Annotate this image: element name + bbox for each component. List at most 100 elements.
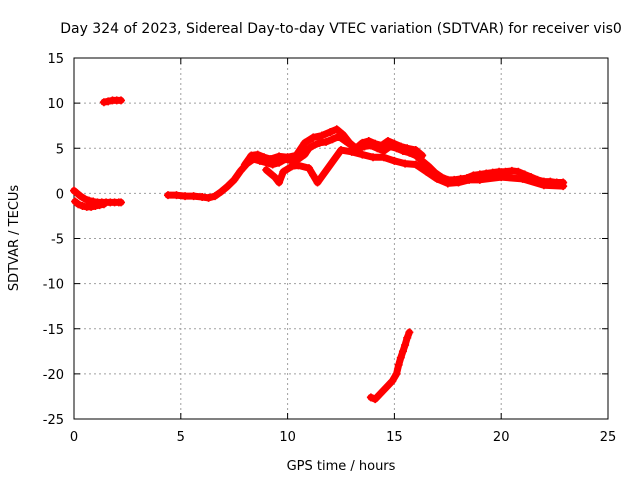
series-segment-low (366, 328, 414, 404)
series-segment-high (99, 96, 125, 107)
series-segment-early-lower (71, 197, 108, 211)
data-point (401, 340, 410, 349)
data-point (230, 175, 239, 184)
data-point (403, 333, 412, 342)
data-point (84, 196, 93, 205)
data-point (236, 166, 245, 175)
y-tick-label: -20 (43, 368, 64, 383)
data-point (99, 200, 108, 209)
data-point (396, 142, 405, 151)
data-point (204, 193, 213, 202)
data-point (172, 191, 181, 200)
data-point (394, 360, 403, 369)
y-tick-label: 15 (47, 52, 64, 67)
data-point (411, 146, 420, 155)
y-tick-label: -5 (51, 233, 64, 248)
data-point (304, 164, 313, 173)
y-tick-label: -10 (43, 278, 64, 293)
data-point (347, 147, 356, 156)
data-point (328, 135, 337, 144)
x-tick-label: 25 (600, 430, 617, 445)
x-tick-label: 5 (177, 430, 185, 445)
axis-ticks: 0 5 10 15 20 25 -25 -20 -15 -10 -5 0 5 10 15 (43, 52, 617, 445)
data-point (270, 173, 279, 182)
x-axis-label: GPS time / hours (287, 459, 396, 474)
data-point (418, 151, 427, 160)
y-tick-label: -15 (43, 323, 64, 338)
data-point (223, 182, 232, 191)
data-point (390, 156, 399, 165)
data-point (332, 125, 341, 134)
data-point (326, 128, 335, 137)
data-point (322, 137, 331, 146)
data-point (514, 167, 523, 176)
data-point (375, 390, 384, 399)
data-point (401, 159, 410, 168)
data-point (304, 144, 313, 153)
data-point (559, 182, 568, 191)
data-point (181, 192, 190, 201)
data-point (383, 381, 392, 390)
data-point (371, 395, 380, 404)
data-point (454, 178, 463, 187)
data-point (198, 192, 207, 201)
y-tick-label: -25 (43, 413, 64, 428)
data-point (210, 192, 219, 201)
data-point (313, 178, 322, 187)
data-point (163, 191, 172, 200)
data-point (358, 138, 367, 147)
data-point (104, 97, 113, 106)
data-point (411, 160, 420, 169)
data-point (405, 328, 414, 337)
data-point (275, 152, 284, 161)
data-point (287, 162, 296, 171)
data-point (275, 178, 284, 187)
data-point (279, 167, 288, 176)
data-point (379, 386, 388, 395)
y-axis-label: SDTVAR / TECUs (7, 185, 22, 292)
data-point (309, 133, 318, 142)
data-point (80, 194, 89, 203)
y-tick-label: 5 (56, 142, 64, 157)
data-point (345, 138, 354, 147)
x-tick-label: 15 (386, 430, 403, 445)
data-point (366, 393, 375, 402)
data-point (364, 137, 373, 146)
data-point (422, 167, 431, 176)
data-point (337, 146, 345, 155)
data-point (339, 130, 348, 139)
data-point (91, 202, 100, 211)
data-point (518, 174, 527, 183)
data-point (87, 202, 96, 211)
data-point (262, 165, 271, 174)
data-point (300, 138, 309, 147)
data-point (507, 166, 516, 175)
data-point (116, 198, 125, 207)
data-point (78, 202, 87, 211)
data-point (403, 144, 412, 153)
data-point (390, 139, 399, 148)
data-point (392, 369, 401, 378)
data-point (475, 175, 484, 184)
series-segment-main-lower (262, 146, 568, 191)
data-point (443, 179, 452, 188)
data-point (398, 347, 407, 356)
data-point (433, 174, 442, 183)
data-point (240, 160, 249, 169)
data-point (379, 153, 388, 162)
data-point (315, 138, 324, 147)
series-line (262, 146, 567, 190)
data-point (383, 137, 392, 146)
x-tick-label: 0 (70, 430, 78, 445)
series-line (367, 328, 413, 403)
data-point (266, 169, 275, 178)
data-point (371, 139, 380, 148)
x-tick-label: 20 (493, 430, 510, 445)
data-point (247, 151, 256, 160)
data-point (189, 192, 198, 201)
data-point (300, 150, 309, 159)
y-tick-label: 0 (56, 187, 64, 202)
data-marks (70, 96, 568, 404)
data-point (358, 150, 367, 159)
y-tick-label: 10 (47, 97, 64, 112)
